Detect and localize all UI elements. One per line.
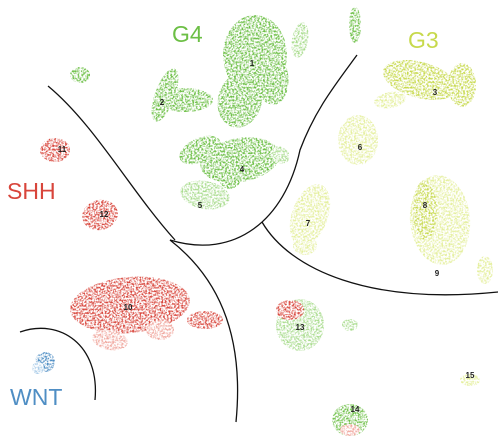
cluster-label-9: 9	[435, 269, 440, 278]
cluster-blobs	[32, 7, 493, 436]
cluster-label-5: 5	[198, 201, 203, 210]
cluster-blob-g3	[413, 180, 437, 240]
cluster-label-13: 13	[296, 323, 305, 332]
boundary-g4-bowl	[169, 54, 358, 246]
cluster-blob-g4	[342, 319, 358, 331]
cluster-blob-g3	[383, 60, 457, 100]
cluster-label-7: 7	[306, 219, 311, 228]
cluster-blob-g3	[448, 63, 476, 107]
cluster-blob-shh	[40, 138, 70, 162]
cluster-label-4: 4	[240, 165, 245, 174]
cluster-label-1: 1	[250, 59, 255, 68]
cluster-blob-shh	[146, 320, 174, 340]
cluster-blob-g3	[374, 91, 406, 109]
boundary-g3-lower	[261, 221, 498, 296]
cluster-blob-g3	[338, 115, 378, 165]
group-label-wnt: WNT	[10, 384, 62, 410]
group-label-shh: SHH	[7, 178, 56, 204]
cluster-label-6: 6	[358, 143, 363, 152]
cluster-label-8: 8	[423, 201, 428, 210]
cluster-blob-g4	[70, 67, 90, 83]
boundary-shh-g4	[47, 85, 176, 241]
cluster-blob-shh	[70, 276, 190, 334]
boundary-wnt	[19, 327, 97, 401]
cluster-blob-shh	[340, 424, 360, 436]
cluster-label-3: 3	[433, 88, 438, 97]
cluster-blob-g3	[293, 235, 317, 255]
cluster-blob-g4	[270, 146, 290, 164]
group-label-g4: G4	[172, 21, 203, 47]
cluster-blob-shh	[276, 300, 304, 320]
cluster-blob-wnt	[32, 362, 44, 374]
cluster-blob-g4	[179, 135, 221, 165]
cluster-blob-shh	[92, 329, 128, 351]
cluster-label-15: 15	[466, 371, 475, 380]
cluster-blob-g4	[180, 180, 230, 210]
cluster-label-2: 2	[160, 98, 165, 107]
cluster-blob-g3	[289, 184, 331, 246]
cluster-label-10: 10	[124, 303, 133, 312]
cluster-blob-g4	[217, 72, 263, 128]
cluster-blob-shh	[187, 311, 223, 329]
group-label-g3: G3	[408, 27, 439, 53]
cluster-label-12: 12	[100, 210, 109, 219]
cluster-blob-g3	[460, 374, 480, 386]
cluster-blob-shh	[82, 199, 118, 231]
group-boundaries	[19, 54, 498, 423]
cluster-blob-g3	[477, 256, 493, 284]
cluster-label-14: 14	[351, 405, 360, 414]
cluster-label-11: 11	[58, 145, 67, 154]
boundary-shh-lower	[169, 239, 239, 423]
cluster-blob-g4	[218, 161, 242, 189]
cluster-blob-g4	[157, 88, 213, 112]
cluster-blob-g4	[291, 22, 309, 58]
cluster-blob-g4	[349, 7, 361, 43]
cluster-blob-g4	[251, 45, 289, 105]
